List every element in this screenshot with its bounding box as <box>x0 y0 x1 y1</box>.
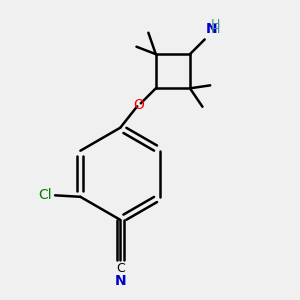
Text: H: H <box>211 23 220 37</box>
Text: O: O <box>133 98 144 112</box>
Text: H: H <box>211 17 220 31</box>
Text: N: N <box>115 274 126 288</box>
Text: C: C <box>116 262 125 275</box>
Text: Cl: Cl <box>38 188 52 202</box>
Text: N: N <box>206 22 218 36</box>
